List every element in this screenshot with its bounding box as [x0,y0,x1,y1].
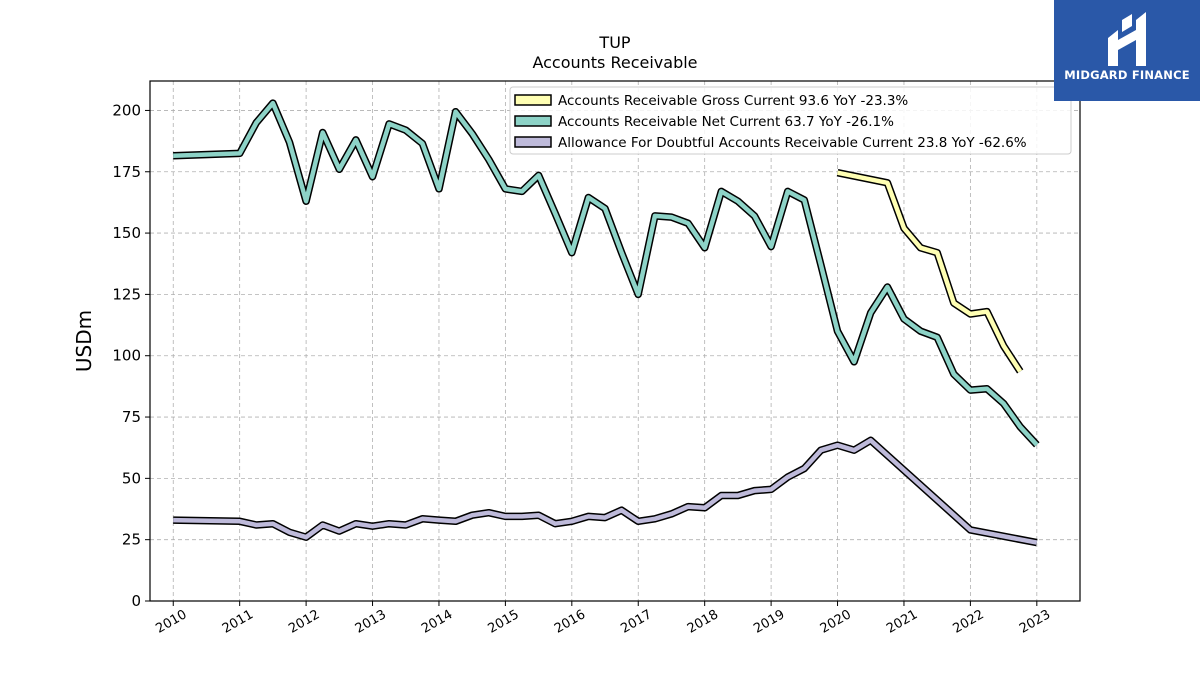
series-1-line [837,170,1023,373]
series-3-line [173,438,1038,545]
x-tick-label: 2013 [353,607,389,637]
legend-label-3: Allowance For Doubtful Accounts Receivab… [558,135,1027,151]
legend-label-2: Accounts Receivable Net Current 63.7 YoY… [558,114,894,130]
y-tick-label: 75 [122,408,141,426]
legend-swatch-2 [514,115,552,127]
x-tick-label: 2012 [286,607,322,637]
x-tick-label: 2023 [1017,607,1053,637]
y-tick-label: 25 [122,531,141,549]
legend: Accounts Receivable Gross Current 93.6 Y… [509,86,1072,155]
x-tick-label: 2010 [153,607,189,637]
y-tick-label: 125 [112,285,141,303]
y-axis-label: USDm [72,310,96,372]
x-axis: 2010 2011 2012 2013 2014 2015 2016 2017 2018 2019… [153,601,1053,637]
chart-title: TUP [598,33,630,52]
y-tick-label: 100 [112,347,141,365]
x-tick-label: 2016 [552,607,588,637]
midgard-finance-logo: MIDGARD FINANCE [1054,0,1200,101]
logo-text: MIDGARD FINANCE [1064,68,1190,82]
y-tick-label: 150 [112,224,141,242]
legend-label-1: Accounts Receivable Gross Current 93.6 Y… [558,93,908,109]
x-tick-label: 2017 [618,607,654,637]
y-tick-label: 200 [112,101,141,119]
y-tick-label: 50 [122,469,141,487]
series-group [173,99,1040,547]
x-tick-label: 2018 [685,607,721,637]
legend-swatch-1 [514,94,552,106]
logo-mark-icon [1108,12,1146,66]
plot-frame [149,80,1081,602]
x-tick-label: 2021 [884,607,920,637]
x-tick-label: 2011 [220,607,256,637]
y-tick-label: 0 [131,592,141,610]
chart-subtitle: Accounts Receivable [532,53,697,72]
series-1-outline [836,169,1024,374]
x-tick-label: 2014 [419,607,455,637]
y-axis: 0 25 50 75 100 125 150 175 200 [112,101,150,610]
x-tick-label: 2019 [751,607,787,637]
x-tick-label: 2022 [951,607,987,637]
series-2-line [173,100,1039,447]
x-tick-label: 2015 [486,607,522,637]
x-tick-label: 2020 [818,607,854,637]
y-tick-label: 175 [112,163,141,181]
legend-box [509,86,1072,155]
series-3-outline [173,436,1038,547]
legend-swatch-3 [514,136,552,148]
